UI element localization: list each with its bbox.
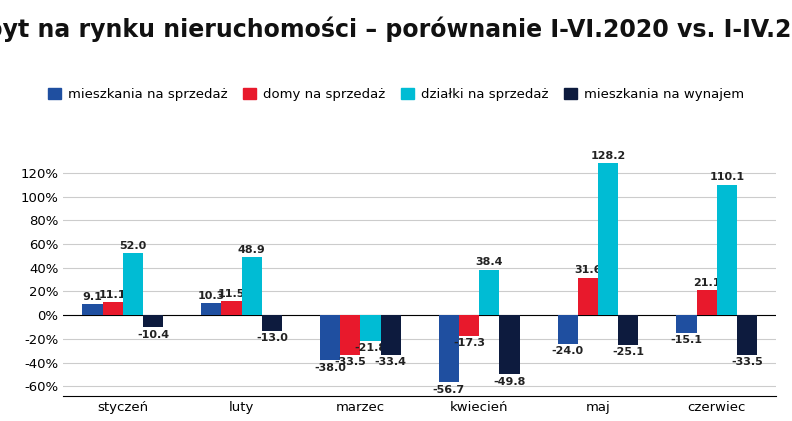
Bar — [717, 184, 737, 315]
Text: 31.6: 31.6 — [574, 265, 602, 275]
Text: 48.9: 48.9 — [238, 245, 265, 255]
Legend: mieszkania na sprzedaż, domy na sprzedaż, działki na sprzedaż, mieszkania na wyn: mieszkania na sprzedaż, domy na sprzedaż… — [43, 83, 749, 106]
Bar — [221, 301, 242, 315]
Bar — [499, 315, 520, 374]
Text: -17.3: -17.3 — [453, 338, 485, 348]
Text: Popyt na rynku nieruchomości – porównanie I-VI.2020 vs. I-IV.2019: Popyt na rynku nieruchomości – porównani… — [0, 17, 792, 43]
Text: 110.1: 110.1 — [710, 172, 744, 182]
Text: -38.0: -38.0 — [314, 362, 346, 373]
Text: 11.1: 11.1 — [99, 290, 127, 300]
Bar — [459, 315, 479, 336]
Bar — [439, 315, 459, 382]
Text: 38.4: 38.4 — [475, 257, 503, 267]
Text: -33.5: -33.5 — [731, 357, 763, 367]
Text: 21.1: 21.1 — [693, 278, 721, 288]
Text: -56.7: -56.7 — [432, 385, 465, 395]
Text: -49.8: -49.8 — [493, 376, 526, 386]
Text: -15.1: -15.1 — [671, 336, 703, 345]
Bar — [103, 302, 123, 315]
Bar — [82, 304, 103, 315]
Bar — [242, 257, 261, 315]
Bar — [380, 315, 401, 355]
Text: -25.1: -25.1 — [612, 347, 644, 357]
Text: -33.5: -33.5 — [334, 357, 366, 367]
Bar — [697, 290, 717, 315]
Text: -21.8: -21.8 — [354, 343, 386, 353]
Bar — [737, 315, 757, 355]
Bar — [123, 253, 143, 315]
Bar — [320, 315, 340, 360]
Bar — [479, 269, 499, 315]
Text: -13.0: -13.0 — [256, 333, 287, 343]
Text: 52.0: 52.0 — [120, 241, 147, 251]
Bar — [261, 315, 282, 330]
Bar — [201, 303, 221, 315]
Bar — [598, 163, 618, 315]
Text: 11.5: 11.5 — [218, 289, 246, 299]
Bar — [577, 277, 598, 315]
Bar — [676, 315, 697, 333]
Bar — [341, 315, 360, 355]
Text: -24.0: -24.0 — [551, 346, 584, 356]
Text: 10.3: 10.3 — [198, 290, 225, 301]
Text: 9.1: 9.1 — [82, 292, 102, 302]
Bar — [360, 315, 380, 341]
Text: -33.4: -33.4 — [375, 357, 406, 367]
Text: -10.4: -10.4 — [137, 330, 169, 340]
Bar — [558, 315, 578, 344]
Bar — [143, 315, 163, 328]
Text: 128.2: 128.2 — [590, 151, 626, 161]
Bar — [618, 315, 638, 345]
